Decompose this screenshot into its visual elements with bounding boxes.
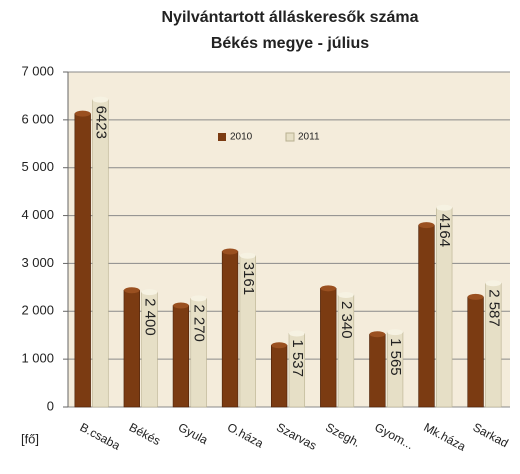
bar xyxy=(369,333,386,408)
bar-top xyxy=(338,292,354,299)
y-tick-label: 0 xyxy=(47,398,54,413)
x-tick-label: Szegh. xyxy=(323,420,363,450)
legend-label: 2010 xyxy=(230,132,253,143)
data-label: 2 400 xyxy=(142,298,159,336)
bar-top xyxy=(74,110,91,117)
x-tick-label: Gyula xyxy=(176,420,211,447)
data-label: 2 587 xyxy=(485,289,502,327)
bar-top xyxy=(418,222,435,229)
y-tick-label: 5 000 xyxy=(21,159,54,174)
y-tick-label: 1 000 xyxy=(21,351,54,366)
bar xyxy=(172,305,190,408)
x-tick-label: O.háza xyxy=(225,420,266,451)
bar-top xyxy=(222,248,238,255)
bar-top xyxy=(271,342,287,349)
x-tick-label: Mk.háza xyxy=(421,420,468,454)
data-label: 1 565 xyxy=(387,338,404,376)
bar-top xyxy=(141,289,158,296)
x-tick-label: Sarkad xyxy=(471,420,511,450)
y-axis-label: [fő] xyxy=(21,431,39,446)
chart-subtitle: Békés megye - július xyxy=(211,35,369,52)
bar-top xyxy=(123,287,140,294)
bar-top xyxy=(173,302,189,309)
bar xyxy=(123,289,140,408)
data-label: 1 537 xyxy=(289,339,306,377)
data-label: 2 270 xyxy=(191,304,208,342)
bar-top xyxy=(190,295,207,302)
bar xyxy=(418,224,435,408)
legend-swatch xyxy=(218,133,226,141)
y-tick-label: 6 000 xyxy=(21,111,54,126)
x-tick-label: Szarvas xyxy=(274,420,319,453)
bar-top xyxy=(467,293,484,300)
bar xyxy=(221,251,239,408)
y-tick-label: 2 000 xyxy=(21,303,54,318)
bar-top xyxy=(436,204,453,211)
y-tick-label: 3 000 xyxy=(21,255,54,270)
data-label: 6423 xyxy=(92,106,109,139)
bar-top xyxy=(289,330,305,337)
data-label: 2 340 xyxy=(338,301,355,339)
y-tick-label: 7 000 xyxy=(21,63,54,78)
x-tick-label: B.csaba xyxy=(78,420,123,453)
bar-top xyxy=(485,280,502,287)
bar-top xyxy=(387,329,403,336)
y-tick-label: 4 000 xyxy=(21,207,54,222)
bar xyxy=(92,99,109,408)
x-tick-label: Békés xyxy=(127,420,163,448)
bar xyxy=(320,288,337,408)
data-label: 4164 xyxy=(436,214,453,247)
bar-top xyxy=(320,285,337,292)
bar xyxy=(74,113,91,408)
bar-top xyxy=(239,252,256,259)
data-label: 3161 xyxy=(240,262,257,295)
chart-title: Nyilvántartott álláskeresők száma xyxy=(161,9,418,26)
x-tick-label: Gyom... xyxy=(372,420,416,452)
legend-swatch xyxy=(285,132,295,142)
bar xyxy=(467,296,484,408)
legend-label: 2011 xyxy=(298,132,320,143)
bar xyxy=(270,344,288,408)
bar-top xyxy=(369,331,386,338)
bar-top xyxy=(92,96,109,103)
